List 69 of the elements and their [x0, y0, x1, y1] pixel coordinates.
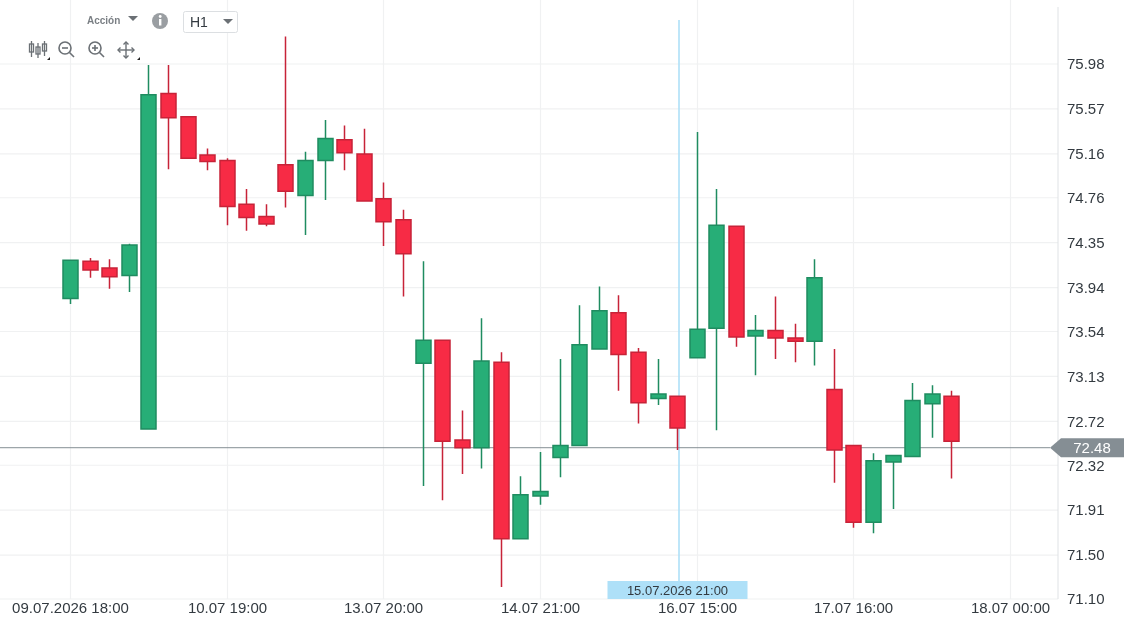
candlestick: [140, 64, 157, 430]
y-tick-label: 73.94: [1067, 278, 1105, 296]
candlestick: [297, 150, 314, 236]
candlestick: [787, 323, 804, 363]
x-tick-label: 17.07 16:00: [813, 599, 894, 617]
candlestick: [277, 35, 294, 209]
candlestick: [62, 259, 79, 305]
candlestick: [728, 225, 745, 348]
candlestick: [121, 243, 138, 293]
x-tick-label: 15.07.2026 21:00: [626, 582, 729, 598]
y-tick-label: 71.91: [1067, 501, 1105, 519]
candlestick: [375, 181, 392, 247]
candlestick: [571, 304, 588, 447]
candlestick: [845, 444, 862, 529]
candlestick: [454, 409, 471, 475]
annotation: H1: [190, 13, 209, 30]
y-tick-label: 72.32: [1067, 456, 1105, 474]
candlestick: [708, 188, 725, 431]
y-tick-label: 73.54: [1067, 322, 1105, 340]
candlestick: [630, 347, 647, 425]
y-tick-label: 74.76: [1067, 189, 1105, 207]
candlestick: [943, 389, 960, 480]
y-tick-label: 71.50: [1067, 546, 1105, 564]
candlestick: [767, 295, 784, 360]
candlestick: [317, 119, 334, 201]
x-tick-label: 14.07 21:00: [500, 599, 581, 617]
candlestick: [885, 454, 902, 510]
candlestick: [493, 351, 510, 588]
x-tick-label: 18.07 00:00: [970, 599, 1051, 617]
x-tick-label: 09.07.2026 18:00: [12, 599, 129, 617]
candlestick: [924, 384, 941, 439]
candlestick: [473, 317, 490, 470]
ref-line-label: 72.48: [1073, 438, 1111, 456]
candlestick: [356, 127, 373, 202]
x-tick-label: 10.07 19:00: [187, 599, 268, 617]
candlestick: [219, 157, 236, 226]
candlestick: [336, 124, 353, 172]
candlestick: [101, 258, 118, 290]
candlestick: [199, 147, 216, 172]
candlestick: [610, 294, 627, 392]
candlestick: [865, 452, 882, 534]
candlestick: [669, 395, 686, 451]
candlestick: [434, 339, 451, 502]
candlestick: [82, 257, 99, 279]
y-tick-label: 73.13: [1067, 367, 1105, 385]
candlestick: [747, 314, 764, 377]
candlestick: [512, 475, 529, 540]
candlestick: [258, 203, 275, 228]
y-tick-label: 75.98: [1067, 55, 1105, 73]
candlestick: [395, 209, 412, 298]
candlestick: [415, 260, 432, 487]
x-tick-label: 16.07 15:00: [657, 599, 738, 617]
candlestick: [532, 451, 549, 506]
candlestick: [904, 382, 921, 458]
candlestick: [552, 358, 569, 479]
y-tick-label: 71.10: [1067, 590, 1105, 608]
candlestick: [650, 358, 667, 406]
y-tick-label: 75.16: [1067, 145, 1105, 163]
candlestick: [238, 188, 255, 232]
candlestick: [591, 285, 608, 350]
y-tick-label: 75.57: [1067, 100, 1105, 118]
candlestick: [806, 258, 823, 367]
candlestick: [160, 64, 177, 170]
text: Acción: [87, 15, 121, 26]
candlestick: [180, 115, 197, 160]
y-tick-label: 72.72: [1067, 412, 1105, 430]
y-tick-label: 74.35: [1067, 233, 1105, 251]
x-tick-label: 13.07 20:00: [343, 599, 424, 617]
candlestick: [826, 348, 843, 484]
